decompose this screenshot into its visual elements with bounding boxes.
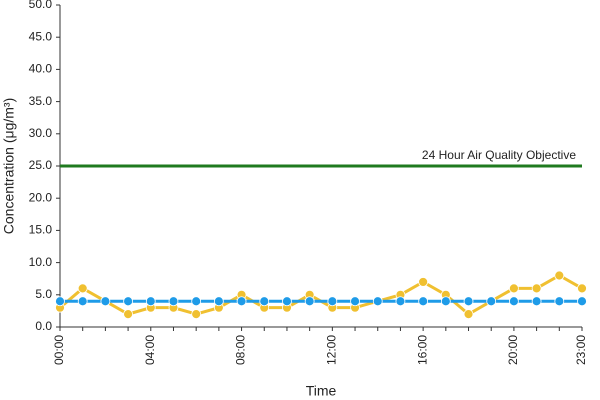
data-point bbox=[463, 296, 474, 307]
data-point bbox=[123, 296, 133, 307]
data-point bbox=[509, 296, 519, 307]
y-tick-label: 0.0 bbox=[35, 319, 52, 333]
y-tick-label: 10.0 bbox=[29, 255, 53, 269]
series-line bbox=[59, 273, 583, 316]
data-point bbox=[259, 296, 270, 307]
data-point bbox=[191, 296, 202, 307]
x-tick-label: 23:00 bbox=[574, 335, 588, 365]
data-point bbox=[418, 277, 429, 287]
data-point bbox=[554, 270, 565, 281]
data-point bbox=[168, 296, 179, 307]
data-point bbox=[100, 296, 111, 307]
data-point bbox=[327, 296, 338, 307]
y-axis-title: Concentration (μg/m³) bbox=[1, 98, 17, 234]
data-point bbox=[77, 283, 88, 294]
data-point bbox=[350, 296, 360, 307]
x-tick-label: 04:00 bbox=[143, 335, 157, 365]
y-tick-label: 45.0 bbox=[29, 29, 53, 43]
data-point bbox=[554, 296, 565, 307]
data-point bbox=[577, 296, 587, 307]
y-tick-label: 25.0 bbox=[29, 158, 53, 172]
data-point bbox=[55, 296, 65, 307]
data-point bbox=[463, 309, 474, 320]
y-tick-label: 5.0 bbox=[35, 287, 52, 301]
data-point bbox=[531, 283, 542, 294]
y-tick-label: 50.0 bbox=[29, 0, 53, 11]
x-tick-label: 20:00 bbox=[506, 335, 520, 365]
data-point bbox=[191, 309, 202, 320]
y-tick-label: 40.0 bbox=[29, 62, 53, 76]
data-point bbox=[282, 296, 292, 307]
y-tick-label: 35.0 bbox=[29, 94, 53, 108]
x-tick-label: 16:00 bbox=[415, 335, 429, 365]
data-point bbox=[531, 296, 542, 307]
y-tick-label: 20.0 bbox=[29, 190, 53, 204]
data-point bbox=[418, 296, 429, 307]
x-axis-title: Time bbox=[306, 383, 337, 399]
x-tick-label: 00:00 bbox=[52, 335, 66, 365]
y-tick-label: 15.0 bbox=[29, 223, 53, 237]
data-point bbox=[77, 296, 88, 307]
data-point bbox=[236, 296, 247, 307]
y-tick-label: 30.0 bbox=[29, 126, 53, 140]
data-point bbox=[372, 296, 383, 307]
data-point bbox=[123, 309, 133, 320]
data-point bbox=[486, 296, 497, 307]
x-tick-label: 12:00 bbox=[325, 335, 339, 365]
reference-label: 24 Hour Air Quality Objective bbox=[422, 148, 576, 162]
x-tick-label: 08:00 bbox=[234, 335, 248, 365]
data-point bbox=[509, 283, 519, 294]
data-point bbox=[213, 296, 224, 307]
data-point bbox=[577, 283, 587, 294]
data-point bbox=[395, 296, 406, 307]
data-point bbox=[145, 296, 156, 307]
data-point bbox=[440, 296, 451, 307]
data-point bbox=[304, 296, 315, 307]
